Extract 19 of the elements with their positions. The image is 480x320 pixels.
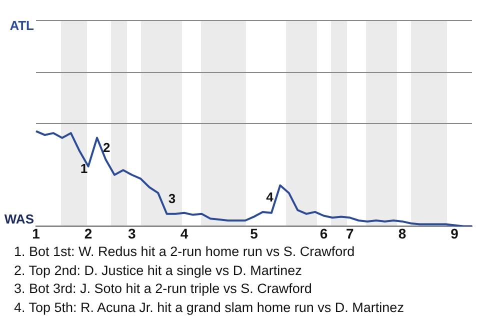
annotation: 1 bbox=[80, 160, 88, 176]
text: WAS bbox=[4, 211, 34, 226]
x-tick-label: 2 bbox=[84, 225, 92, 242]
x-tick-label: 6 bbox=[320, 225, 328, 242]
text: 1. Bot 1st: W. Redus hit a 2-run home run vs S. Crawford bbox=[14, 243, 356, 261]
x-tick-label: 1 bbox=[32, 225, 40, 242]
x-tick-label: 9 bbox=[450, 225, 459, 242]
x-tick-label: 8 bbox=[398, 225, 406, 242]
x-tick-label: 7 bbox=[346, 225, 354, 242]
text: 3. Bot 3rd: J. Soto hit a 2-run triple vs S. Crawford bbox=[14, 280, 313, 298]
annotation: 2 bbox=[103, 140, 110, 155]
text: 2. Top 2nd: D. Justice hit a single vs D. Martinez bbox=[14, 262, 303, 280]
annotation: 3 bbox=[168, 191, 176, 206]
annotation: 4 bbox=[266, 189, 274, 204]
text: 4. Top 5th: R. Acuna Jr. hit a grand slam home run vs D. Martinez bbox=[14, 298, 405, 317]
x-tick-label: 4 bbox=[180, 225, 188, 242]
x-tick-label: 3 bbox=[128, 225, 136, 242]
text: ATL bbox=[10, 18, 34, 34]
x-tick-label: 5 bbox=[250, 225, 258, 242]
